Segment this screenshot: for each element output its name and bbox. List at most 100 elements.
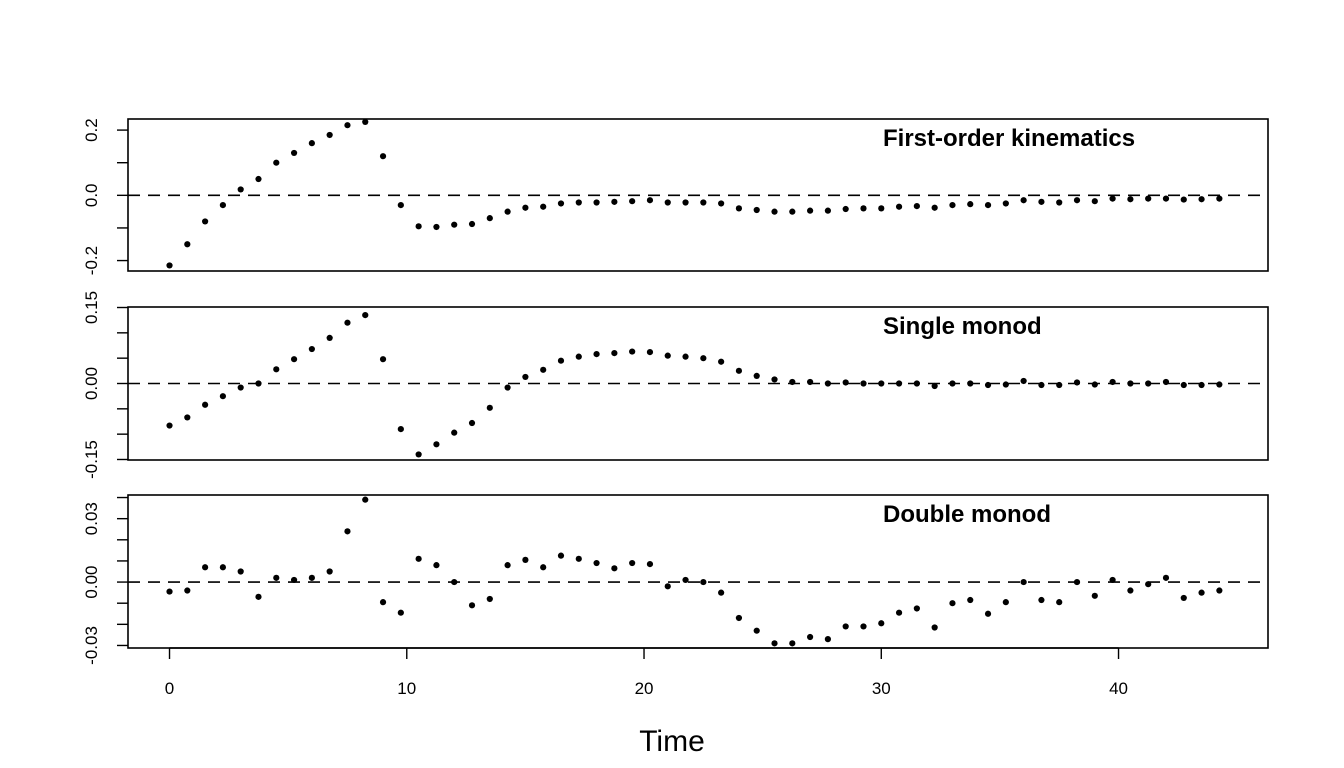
data-point [700, 199, 707, 206]
data-point [700, 355, 707, 362]
data-point [878, 380, 885, 387]
data-point [468, 419, 476, 427]
data-point [1002, 381, 1009, 388]
data-point [184, 587, 191, 594]
data-point [1073, 578, 1081, 586]
data-point [931, 382, 938, 390]
data-point [540, 564, 547, 571]
data-point [202, 218, 209, 225]
data-point [273, 574, 280, 581]
data-point [1127, 196, 1134, 203]
data-point [1056, 199, 1063, 206]
data-point [237, 384, 244, 391]
y-tick-label: -0.15 [82, 440, 101, 479]
data-point [735, 614, 743, 622]
data-point [1216, 195, 1223, 202]
data-point [629, 559, 636, 567]
data-point [219, 202, 227, 209]
data-point [1127, 380, 1134, 387]
data-point [486, 404, 493, 411]
data-point [949, 600, 956, 607]
data-point [184, 241, 191, 248]
data-point [433, 562, 440, 569]
data-point [166, 588, 173, 595]
data-point [967, 201, 974, 208]
data-point [984, 202, 992, 209]
data-point [255, 175, 262, 183]
data-point [1145, 581, 1152, 588]
data-point [433, 223, 440, 231]
data-point [807, 378, 814, 386]
data-point [1216, 587, 1223, 594]
data-point [1091, 381, 1098, 388]
data-point [557, 357, 565, 364]
residual-points [166, 118, 1223, 269]
data-point [255, 593, 262, 600]
data-point [789, 208, 796, 215]
data-point [771, 640, 778, 647]
data-point [415, 451, 422, 458]
data-point [735, 367, 743, 374]
data-point [451, 221, 458, 228]
panel-title: Double monod [883, 501, 1051, 528]
data-point [984, 610, 992, 617]
data-point [575, 199, 582, 206]
data-point [860, 380, 867, 387]
data-point [1180, 594, 1187, 602]
data-point [1038, 596, 1045, 604]
y-tick-label: -0.2 [82, 246, 101, 275]
data-point [397, 609, 404, 616]
data-point [629, 348, 636, 355]
data-point [1020, 377, 1027, 385]
data-point [949, 380, 956, 387]
data-point [1198, 196, 1205, 203]
panel-2: -0.15 0.00 0.15 Single monod [82, 291, 1269, 479]
data-point [753, 206, 760, 214]
y-tick-label: 0.03 [82, 502, 101, 535]
data-point [415, 555, 422, 562]
data-point [1180, 196, 1187, 203]
data-point [646, 197, 654, 204]
data-point [1127, 587, 1134, 594]
data-point [771, 208, 778, 215]
data-point [362, 496, 369, 503]
data-point [504, 208, 511, 215]
data-point [984, 381, 992, 389]
data-point [931, 624, 938, 631]
data-point [824, 380, 831, 387]
x-tick-label: 0 [165, 679, 174, 698]
data-point [1020, 197, 1027, 204]
data-point [397, 202, 404, 209]
data-point [290, 576, 298, 584]
data-point [878, 620, 885, 627]
data-point [273, 366, 280, 373]
data-point [1091, 592, 1098, 599]
data-point [219, 564, 227, 571]
data-point [824, 636, 831, 643]
data-point [1091, 198, 1098, 205]
data-point [1038, 198, 1045, 205]
data-point [344, 319, 351, 326]
panel-title: Single monod [883, 313, 1042, 340]
data-point [753, 372, 760, 380]
y-axis: -0.03 0.00 0.03 [82, 496, 128, 665]
data-point [433, 441, 440, 448]
y-tick-label: 0.00 [82, 367, 101, 400]
data-point [522, 204, 529, 211]
data-point [895, 609, 903, 616]
data-point [682, 199, 689, 206]
data-point [1056, 599, 1063, 606]
data-point [575, 555, 582, 562]
data-point [468, 220, 476, 228]
data-point [771, 376, 778, 383]
data-point [878, 205, 885, 212]
x-tick-label: 20 [635, 679, 654, 698]
data-point [789, 378, 796, 386]
x-axis: 0 10 20 30 40 [165, 647, 1128, 698]
data-point [308, 345, 315, 353]
x-tick-label: 30 [872, 679, 891, 698]
data-point [379, 356, 387, 363]
data-point [1198, 589, 1205, 596]
data-point [611, 350, 618, 357]
data-point [344, 122, 351, 129]
